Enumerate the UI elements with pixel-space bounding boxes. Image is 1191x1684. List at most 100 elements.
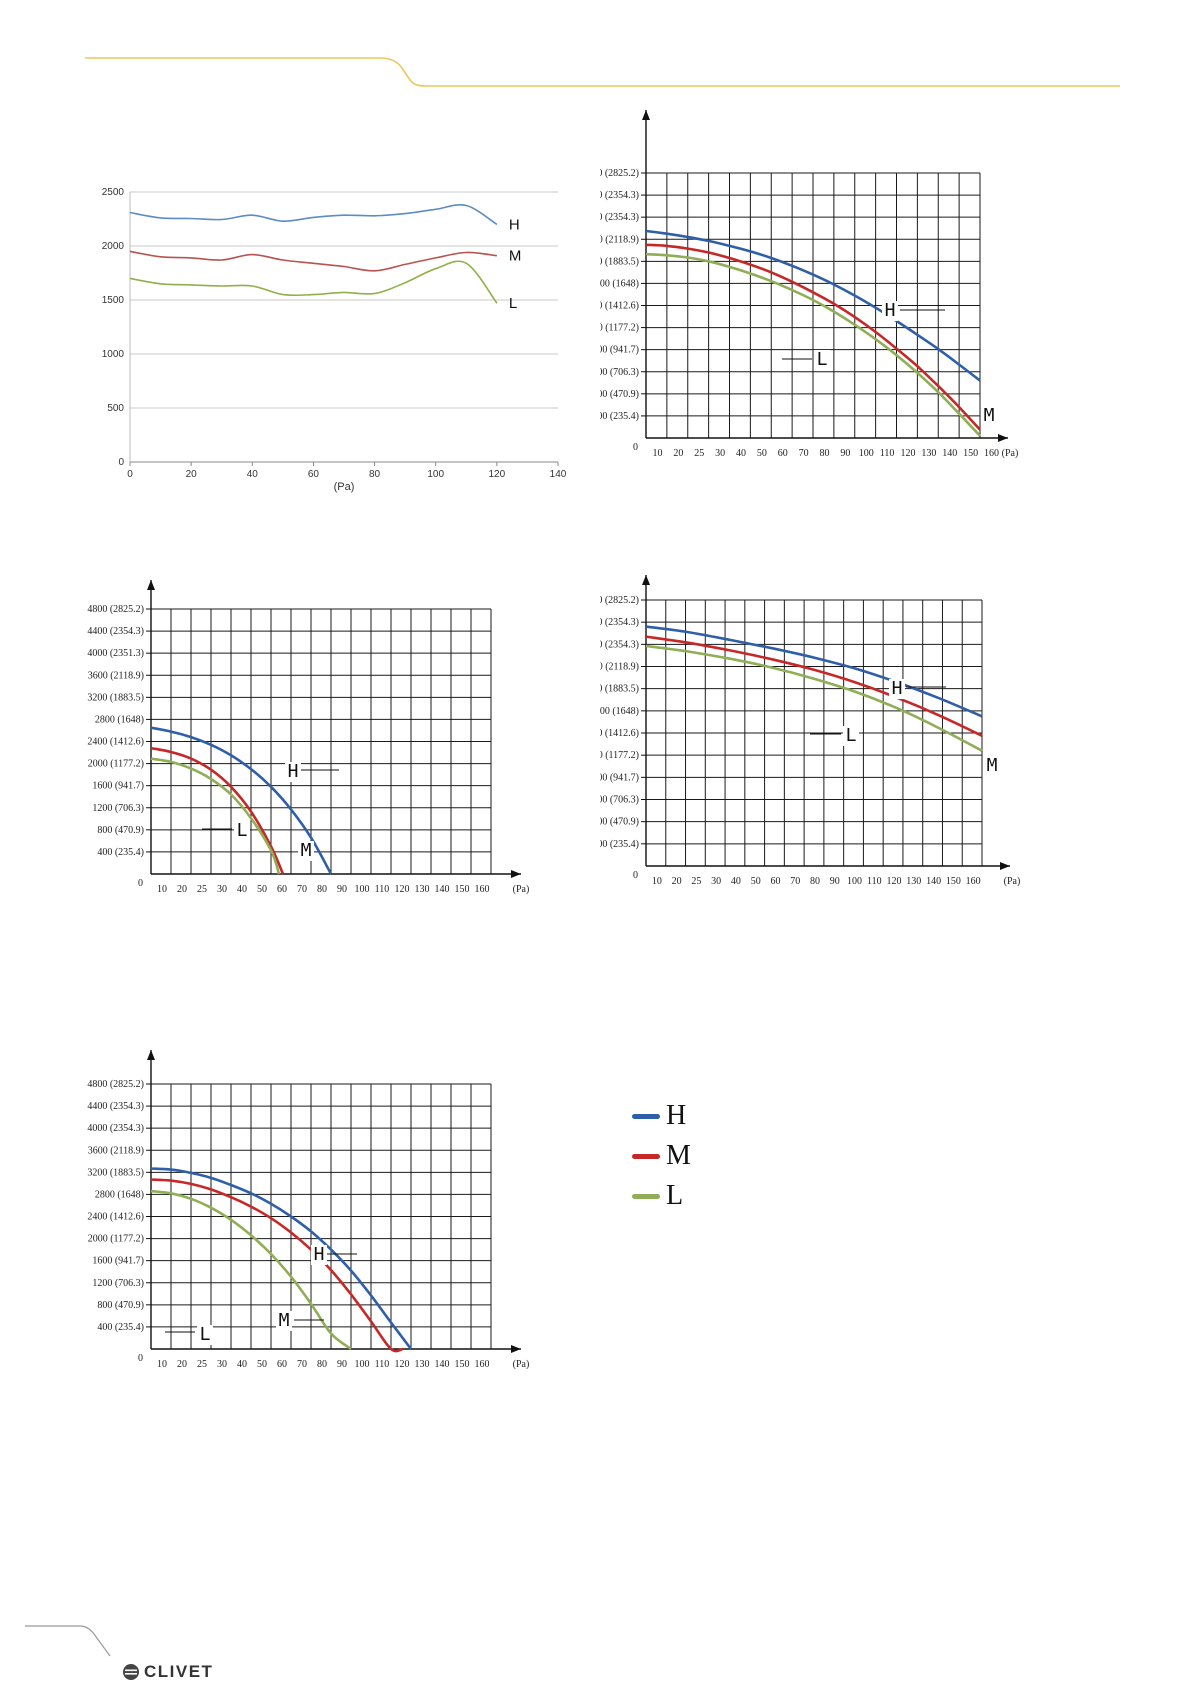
- y-tick-label: 1500: [102, 295, 125, 306]
- x-tick-label: 40: [736, 448, 746, 459]
- y-tick-label: 2000 (1177.2): [600, 323, 639, 334]
- x-tick-label: 140: [926, 876, 941, 887]
- chart-5: 0 400 (235.4) 800 (470.9) 1200 (706.3) 1600 …: [75, 1050, 595, 1450]
- annotation-bg: [843, 726, 859, 746]
- series-line-h: [150, 1167, 413, 1350]
- y-tick-label: 3200 (1883.5): [600, 684, 639, 695]
- annotation-label: L: [817, 349, 828, 370]
- y-tick-label: 2800 (1648): [95, 1189, 144, 1200]
- x-axis-label: (Pa): [1004, 876, 1021, 887]
- annotation-bg: [298, 841, 314, 861]
- x-tick-label: 70: [790, 876, 800, 887]
- x-tick-label: 20: [673, 448, 683, 459]
- x-axis-arrow: [1000, 862, 1010, 870]
- x-tick-label: 90: [830, 876, 840, 887]
- origin-label: 0: [633, 442, 638, 453]
- x-axis-arrow: [511, 870, 521, 878]
- series-annotation-l: L: [165, 1324, 213, 1345]
- y-tick-label: 2000 (1177.2): [600, 750, 639, 761]
- x-tick-label: 30: [217, 1359, 227, 1370]
- y-tick-label: 1600 (941.7): [92, 781, 144, 792]
- x-tick-label: 20: [177, 1359, 187, 1370]
- series-annotation-l: L: [810, 725, 859, 746]
- x-tick-label: 40: [237, 1359, 247, 1370]
- y-tick-label: 1200 (706.3): [600, 795, 639, 806]
- x-tick-label: 100: [355, 884, 370, 895]
- y-tick-label: 800 (470.9): [600, 817, 639, 828]
- x-tick-label: 120: [489, 469, 506, 480]
- y-tick-label: 4800 (2825.2): [600, 595, 639, 606]
- legend-swatch-h: [632, 1113, 660, 1119]
- x-tick-label: 140: [435, 884, 450, 895]
- x-tick-label: 10: [652, 876, 662, 887]
- x-tick-label: 30: [715, 448, 725, 459]
- x-tick-label: 25: [691, 876, 701, 887]
- chart-1-svg: 0 500 1000 1500 2000 2500 0 20 40 60 80 100 120 140 (P…: [102, 187, 567, 493]
- x-tick-label: 130: [906, 876, 921, 887]
- y-tick-label: 1600 (941.7): [600, 772, 639, 783]
- chart-3: 0 400 (235.4) 800 (470.9) 1200 (706.3) 1600 …: [75, 580, 595, 980]
- legend-item-h: H: [632, 1098, 686, 1134]
- x-tick-label: 160: [475, 884, 490, 895]
- series-line-l: [645, 252, 981, 437]
- y-tick-label: 2800 (1648): [95, 714, 144, 725]
- annotation-label: M: [984, 405, 995, 426]
- series-line-m: [150, 1178, 404, 1353]
- y-tick-label: 3600 (2118.9): [88, 670, 144, 681]
- y-tick-label: 4000 (2354.3): [600, 212, 639, 223]
- series-line-l: [150, 757, 281, 875]
- x-tick-label: 25: [197, 884, 207, 895]
- x-tick-label: 80: [369, 469, 381, 480]
- y-axis-arrow: [147, 1050, 155, 1060]
- x-tick-label: 130: [921, 448, 936, 459]
- x-tick-label: 140: [550, 469, 567, 480]
- x-tick-label: 160: [984, 448, 999, 459]
- origin-label: 0: [138, 1353, 143, 1364]
- header-decoration: [85, 57, 1120, 87]
- x-tick-label: 90: [337, 1359, 347, 1370]
- brand-logo: CLIVET: [122, 1660, 213, 1684]
- series-annotation-h: H: [285, 761, 339, 782]
- x-tick-label: 160: [966, 876, 981, 887]
- annotation-label: M: [301, 840, 312, 861]
- series-line-h: [645, 625, 983, 718]
- x-tick-label: 150: [946, 876, 961, 887]
- x-tick-label: 20: [177, 884, 187, 895]
- y-tick-label: 4400 (2354.3): [87, 1101, 144, 1112]
- annotation-bg: [276, 1311, 292, 1331]
- annotation-bg: [981, 406, 997, 426]
- y-tick-label: 4400 (2354.3): [600, 617, 639, 628]
- x-tick-label: 100: [859, 448, 874, 459]
- y-tick-label: 1200 (706.3): [600, 367, 639, 378]
- y-tick-label: 2000 (1177.2): [88, 1234, 144, 1245]
- series-label-l: L: [509, 295, 517, 312]
- series-annotation-h: H: [882, 300, 945, 321]
- legend-label-l: L: [666, 1180, 684, 1211]
- x-tick-label: 100: [427, 469, 444, 480]
- x-axis-label: (Pa): [513, 1359, 530, 1370]
- chart-1: 0 500 1000 1500 2000 2500 0 20 40 60 80 100 120 140 (P…: [80, 180, 580, 520]
- brand-mark-icon: [123, 1664, 139, 1680]
- y-tick-label: 2000 (1177.2): [88, 759, 144, 770]
- y-tick-label: 3600 (2118.9): [600, 662, 639, 673]
- annotation-bg: [234, 821, 250, 841]
- y-tick-label: 4000 (2354.3): [87, 1123, 144, 1134]
- annotation-bg: [889, 679, 905, 699]
- x-tick-label: 70: [297, 884, 307, 895]
- x-tick-label: 40: [247, 469, 259, 480]
- annotation-label: H: [885, 300, 896, 321]
- series-annotation-m: M: [981, 405, 997, 426]
- x-tick-label: 20: [672, 876, 682, 887]
- y-tick-label: 1600 (941.7): [92, 1256, 144, 1267]
- legend-swatch-l: [632, 1193, 660, 1199]
- x-tick-label: 110: [375, 884, 390, 895]
- x-tick-label: 70: [297, 1359, 307, 1370]
- chart-4: 0 400 (235.4) 800 (470.9) 1200 (706.3) 1600 …: [600, 575, 1120, 975]
- y-tick-label: 400 (235.4): [600, 411, 639, 422]
- y-tick-label: 4800 (2825.2): [87, 604, 144, 615]
- y-tick-label: 2400 (1412.6): [87, 1212, 144, 1223]
- chart-5-svg: 0 400 (235.4) 800 (470.9) 1200 (706.3) 1600 …: [87, 1050, 530, 1370]
- legend-label-m: M: [666, 1140, 691, 1171]
- annotation-bg: [984, 756, 1000, 776]
- series-line-h: [645, 229, 981, 382]
